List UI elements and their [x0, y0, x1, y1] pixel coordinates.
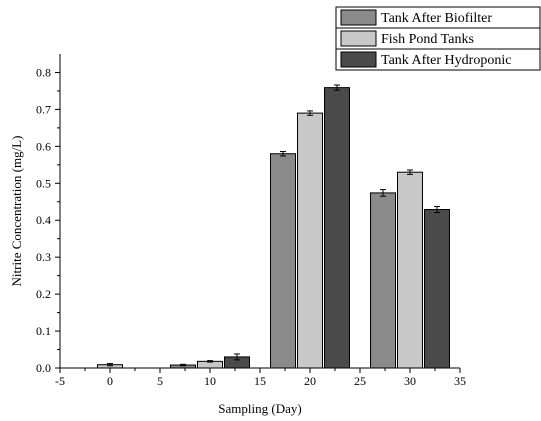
axes: 0.0 0.1 0.2 0.3 0.4 0.5 0.6 0.7 0.8 -5 0 5 10 15 20 25 3…	[36, 54, 466, 388]
legend-swatch	[340, 51, 377, 68]
y-tick-label: 0.5	[36, 176, 51, 190]
legend-swatch	[340, 30, 377, 47]
y-axis-title: Nitrite Concentration (mg/L)	[9, 136, 24, 287]
legend-label: Fish Pond Tanks	[381, 32, 474, 47]
y-tick-label: 0.8	[36, 65, 51, 79]
x-tick-label: 30	[404, 374, 416, 388]
y-tick-label: 0.6	[36, 139, 51, 153]
y-tick-label: 0.2	[36, 287, 51, 301]
bar	[324, 87, 350, 369]
x-tick-label: 0	[107, 374, 113, 388]
bar	[297, 112, 323, 369]
plot-area	[97, 84, 450, 369]
y-tick-label: 0.4	[36, 213, 51, 227]
y-tick-label: 0.0	[36, 361, 51, 375]
legend-label: Tank After Hydroponic	[381, 53, 511, 68]
x-tick-label: 10	[204, 374, 216, 388]
bar	[424, 209, 450, 369]
x-tick-label: 20	[304, 374, 316, 388]
x-tick-label: 15	[254, 374, 266, 388]
x-axis-title: Sampling (Day)	[218, 401, 301, 416]
legend-swatch	[340, 9, 377, 26]
bar	[397, 171, 423, 369]
x-tick-label: 25	[354, 374, 366, 388]
x-tick-label: 35	[454, 374, 466, 388]
y-tick-label: 0.3	[36, 250, 51, 264]
y-tick-label: 0.1	[36, 324, 51, 338]
bar	[270, 153, 296, 369]
bar	[370, 192, 396, 369]
y-tick-label: 0.7	[36, 102, 51, 116]
x-tick-label: -5	[55, 374, 65, 388]
legend-label: Tank After Biofilter	[381, 11, 492, 26]
legend: Tank After Biofilter Fish Pond Tanks Tank …	[335, 6, 541, 71]
x-tick-label: 5	[157, 374, 163, 388]
